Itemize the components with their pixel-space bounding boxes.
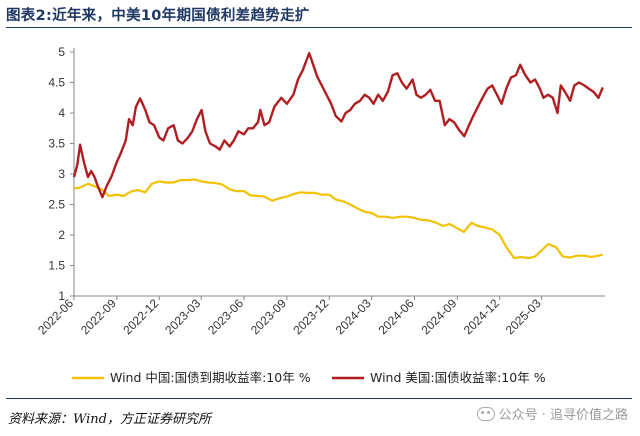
series-line-china xyxy=(73,178,604,260)
footer-divider xyxy=(6,398,632,399)
x-tick-label: 2022-09 xyxy=(78,296,119,337)
legend-label-us: Wind 美国:国债收益率:10年 % xyxy=(370,370,546,385)
x-tick-label: 2023-12 xyxy=(290,296,331,337)
x-tick-label: 2022-06 xyxy=(35,296,76,337)
y-tick-label: 1 xyxy=(58,289,65,303)
x-tick-label: 2025-03 xyxy=(503,296,544,337)
source-note: 资料来源：Wind，方正证券研究所 xyxy=(8,412,211,427)
title-divider xyxy=(6,27,632,28)
series-line-us xyxy=(72,52,604,199)
y-tick-label: 2 xyxy=(58,228,65,242)
wechat-icon xyxy=(476,406,495,421)
y-tick-label: 4 xyxy=(58,106,65,120)
y-tick-label: 5 xyxy=(58,45,65,59)
y-tick-label: 3.5 xyxy=(48,137,65,151)
x-tick-label: 2023-09 xyxy=(248,296,289,337)
y-tick-label: 3 xyxy=(58,167,65,181)
x-tick-label: 2024-12 xyxy=(461,296,502,337)
watermark-text: 公众号 · 追寻价值之路 xyxy=(498,408,628,423)
legend-label-china: Wind 中国:国债到期收益率:10年 % xyxy=(110,370,311,385)
x-tick-label: 2024-06 xyxy=(376,296,417,337)
x-tick-label: 2024-03 xyxy=(333,296,374,337)
watermark: 公众号 · 追寻价值之路 xyxy=(476,404,628,423)
y-tick-label: 4.5 xyxy=(48,76,65,90)
x-tick-label: 2023-06 xyxy=(205,296,246,337)
x-tick-label: 2024-09 xyxy=(418,296,459,337)
chart-title: 图表2:近年来，中美10年期国债利差趋势走扩 xyxy=(6,8,310,24)
x-tick-label: 2022-12 xyxy=(120,296,161,337)
y-tick-label: 1.5 xyxy=(48,259,65,273)
x-tick-label: 2023-03 xyxy=(162,296,203,337)
y-tick-label: 2.5 xyxy=(48,198,65,212)
